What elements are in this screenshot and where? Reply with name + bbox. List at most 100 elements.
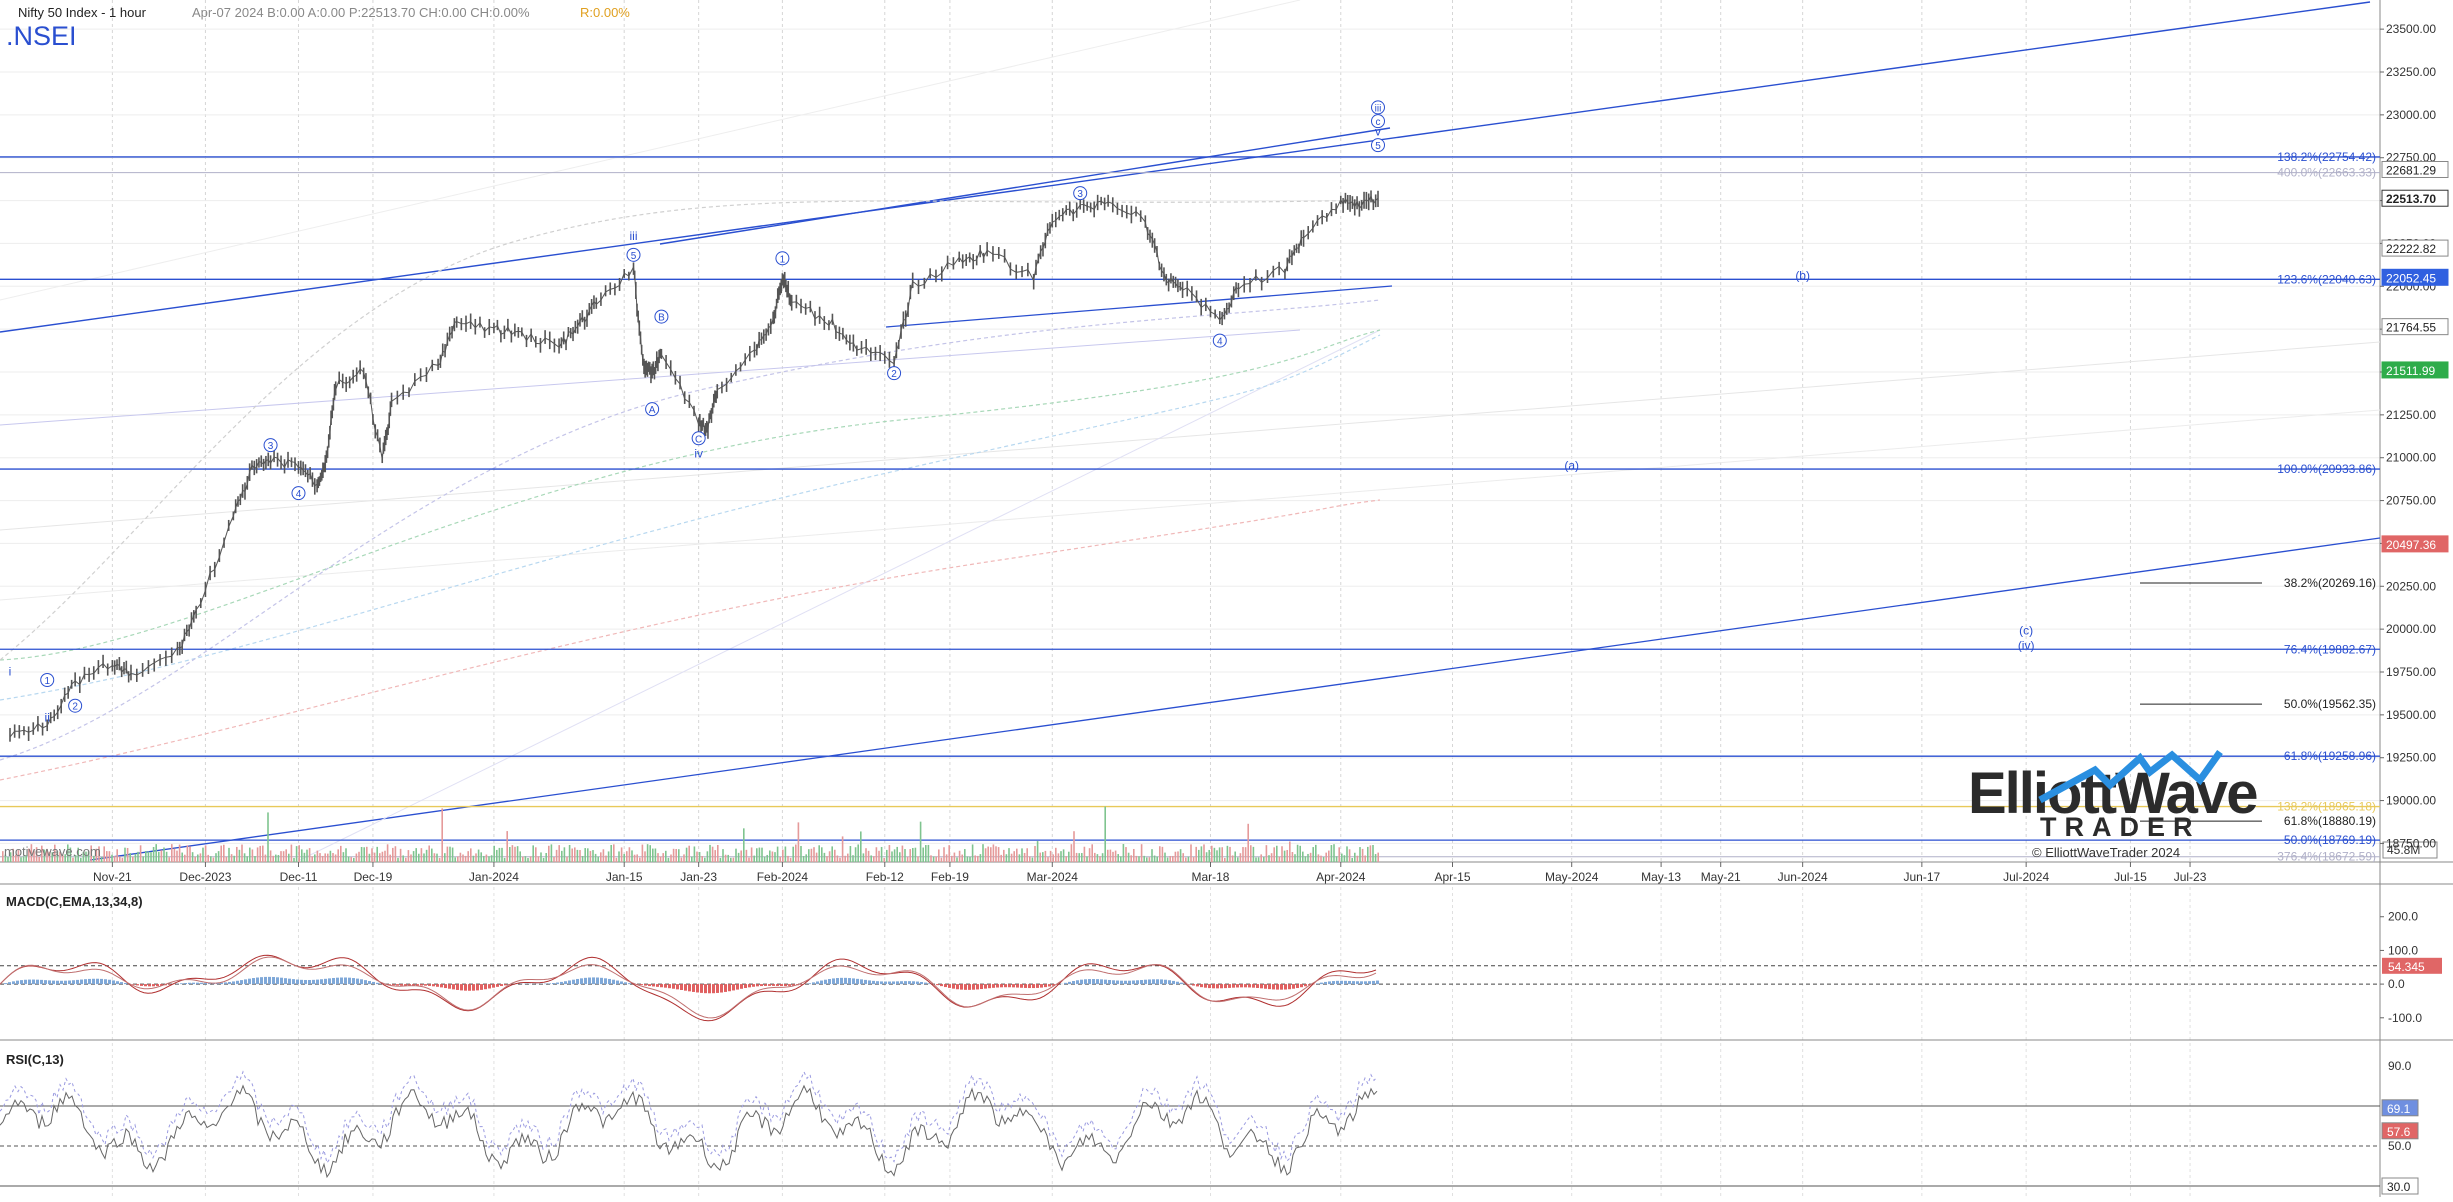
volume-bar [223,845,225,862]
volume-bar [314,854,316,862]
macd-histogram-bar [260,977,263,984]
volume-bar [327,854,329,862]
watermark: motivewave.com [4,844,101,859]
macd-histogram-bar [660,984,663,987]
time-label: Dec-19 [354,870,393,884]
volume-bar [917,856,919,862]
macd-histogram-bar [64,981,67,984]
macd-histogram-bar [556,983,559,985]
macd-histogram-bar [600,978,603,984]
macd-histogram-bar [204,983,207,984]
volume-bar [1242,847,1244,862]
macd-histogram-bar [120,982,123,984]
volume-bar [176,851,178,862]
axis-tick-label: 23500.00 [2386,22,2436,36]
macd-histogram-bar [568,980,571,984]
macd-histogram-bar [1248,984,1251,987]
macd-histogram-bar [116,981,119,984]
volume-bar [699,852,701,862]
volume-bar [530,856,532,862]
volume-bar [348,857,350,862]
volume-bar [829,851,831,862]
volume-bar [761,848,763,862]
volume-bar [831,846,833,862]
volume-bar [1151,849,1153,862]
volume-bar [179,845,181,862]
macd-histogram-bar [1356,981,1359,984]
macd-histogram-bar [1292,984,1295,989]
volume-bar [488,856,490,862]
macd-histogram-bar [564,981,567,984]
macd-histogram-bar [808,983,811,984]
volume-bar [1026,848,1028,862]
macd-histogram-bar [1264,984,1267,989]
time-label: Jul-23 [2174,870,2207,884]
macd-histogram-bar [420,984,423,985]
macd-histogram-bar [1324,982,1327,984]
macd-histogram-bar [200,983,203,984]
volume-bar [174,849,176,862]
volume-bar [280,851,282,862]
macd-histogram-bar [712,984,715,993]
volume-bar [912,848,914,862]
volume-bar [519,851,521,862]
macd-histogram-bar [52,981,55,985]
volume-bar [1289,841,1291,862]
macd-histogram-bar [448,984,451,989]
macd-histogram-bar [1112,980,1115,984]
volume-bar [712,847,714,862]
volume-bar [1281,846,1283,862]
volume-bar [756,848,758,862]
macd-histogram-bar [784,984,787,986]
wave-label: B [658,313,665,324]
fib-label: 138.2%(18965.18) [2277,800,2376,814]
volume-bar [826,856,828,862]
macd-histogram-bar [252,978,255,984]
macd-histogram-bar [368,981,371,984]
volume-bar [1273,847,1275,862]
volume-bar [374,853,376,862]
macd-histogram-bar [684,984,687,991]
macd-histogram-bar [1180,983,1183,984]
macd-histogram-bar [124,983,127,984]
macd-histogram-bar [1216,984,1219,988]
volume-bar [1328,851,1330,862]
macd-histogram-bar [1276,984,1279,990]
macd-histogram-bar [672,984,675,989]
macd-histogram-bar [956,984,959,989]
volume-bar [907,857,909,862]
macd-histogram-bar [1244,984,1247,987]
volume-bar [1045,851,1047,862]
volume-bar [311,856,313,862]
volume-bar [779,857,781,862]
macd-histogram-bar [1224,984,1227,988]
volume-bar [254,856,256,862]
wave-label: ii [45,711,50,725]
volume-bar [1276,846,1278,862]
macd-histogram-bar [432,984,435,986]
volume-bar [239,850,241,862]
volume-bar [350,857,352,862]
volume-bar [415,848,417,862]
macd-histogram-bar [620,981,623,984]
macd-histogram-bar [1128,981,1131,984]
volume-bar [1094,853,1096,862]
volume-bar [1325,853,1327,862]
volume-bar [275,855,277,862]
macd-histogram-bar [1340,981,1343,984]
wave-label: i [9,664,12,678]
macd-histogram-bar [1084,979,1087,984]
volume-bar [1063,849,1065,862]
volume-bar [805,854,807,862]
volume-bar [964,849,966,862]
macd-histogram-bar [1032,984,1035,988]
macd-histogram-bar [768,984,771,986]
volume-bar [1333,844,1335,862]
volume-bar [358,852,360,862]
macd-histogram-bar [560,982,563,984]
volume-bar [1177,851,1179,862]
macd-histogram-bar [996,984,999,987]
volume-bar [852,855,854,862]
